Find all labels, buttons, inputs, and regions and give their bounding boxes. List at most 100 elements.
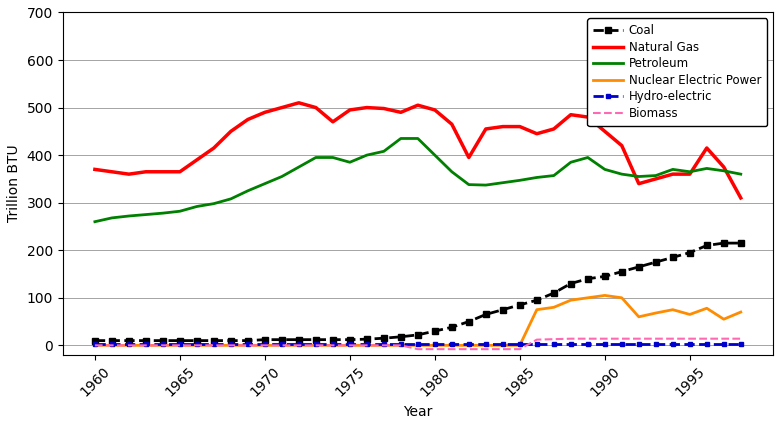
Coal (226, 338, 236, 343)
Coal (515, 302, 524, 308)
Biomass (651, 336, 661, 341)
Petroleum (277, 174, 286, 179)
Biomass (685, 336, 694, 341)
Nuclear Electric Power (651, 311, 661, 316)
Nuclear Electric Power (430, 343, 439, 348)
Biomass (430, 347, 439, 352)
Hydro-electric (464, 342, 473, 347)
Petroleum (158, 210, 168, 216)
Biomass (192, 343, 201, 348)
Natural Gas (261, 110, 270, 115)
Nuclear Electric Power (362, 343, 371, 348)
Nuclear Electric Power (346, 343, 355, 348)
Natural Gas (447, 122, 456, 127)
Hydro-electric (430, 342, 439, 347)
Biomass (464, 347, 473, 352)
Nuclear Electric Power (243, 343, 253, 348)
Natural Gas (464, 155, 473, 160)
Nuclear Electric Power (294, 343, 303, 348)
Line: Nuclear Electric Power: Nuclear Electric Power (95, 295, 741, 345)
Hydro-electric (141, 342, 151, 347)
Hydro-electric (532, 342, 541, 347)
Nuclear Electric Power (464, 343, 473, 348)
Nuclear Electric Power (583, 295, 593, 300)
Nuclear Electric Power (328, 343, 338, 348)
Biomass (396, 343, 406, 348)
Natural Gas (243, 117, 253, 122)
Line: Petroleum: Petroleum (95, 138, 741, 222)
Natural Gas (498, 124, 508, 129)
Coal (583, 276, 593, 281)
Coal (294, 337, 303, 342)
Nuclear Electric Power (226, 343, 236, 348)
Natural Gas (107, 169, 116, 174)
Coal (736, 241, 746, 246)
Petroleum (447, 169, 456, 174)
Coal (549, 291, 558, 296)
Petroleum (515, 178, 524, 183)
Petroleum (464, 182, 473, 187)
Hydro-electric (515, 342, 524, 347)
Natural Gas (515, 124, 524, 129)
Biomass (702, 336, 711, 341)
Petroleum (209, 201, 218, 206)
Coal (124, 338, 133, 343)
Biomass (668, 336, 678, 341)
Biomass (124, 343, 133, 348)
Hydro-electric (176, 342, 185, 347)
Biomass (90, 343, 100, 348)
Hydro-electric (90, 342, 100, 347)
Petroleum (328, 155, 338, 160)
Nuclear Electric Power (634, 314, 644, 320)
Biomass (719, 336, 729, 341)
Petroleum (413, 136, 423, 141)
Hydro-electric (396, 342, 406, 347)
Nuclear Electric Power (481, 343, 491, 348)
Biomass (413, 347, 423, 352)
Natural Gas (141, 169, 151, 174)
Coal (685, 250, 694, 255)
Nuclear Electric Power (141, 343, 151, 348)
Nuclear Electric Power (702, 306, 711, 311)
Hydro-electric (617, 342, 626, 347)
Nuclear Electric Power (176, 343, 185, 348)
Nuclear Electric Power (124, 343, 133, 348)
Petroleum (176, 209, 185, 214)
Coal (379, 336, 388, 341)
Hydro-electric (243, 342, 253, 347)
Petroleum (668, 167, 678, 172)
Natural Gas (430, 107, 439, 112)
Hydro-electric (362, 342, 371, 347)
Coal (430, 328, 439, 334)
Hydro-electric (668, 342, 678, 347)
Hydro-electric (192, 342, 201, 347)
Petroleum (226, 196, 236, 201)
Biomass (277, 343, 286, 348)
Coal (651, 259, 661, 265)
Coal (617, 269, 626, 274)
Legend: Coal, Natural Gas, Petroleum, Nuclear Electric Power, Hydro-electric, Biomass: Coal, Natural Gas, Petroleum, Nuclear El… (587, 18, 768, 126)
Hydro-electric (346, 342, 355, 347)
Petroleum (702, 166, 711, 171)
Petroleum (600, 167, 609, 172)
Biomass (481, 347, 491, 352)
Coal (634, 264, 644, 269)
Natural Gas (651, 176, 661, 181)
Nuclear Electric Power (498, 343, 508, 348)
Hydro-electric (600, 342, 609, 347)
Biomass (498, 347, 508, 352)
Nuclear Electric Power (736, 310, 746, 315)
Coal (362, 337, 371, 342)
Coal (192, 338, 201, 343)
Natural Gas (736, 196, 746, 201)
Hydro-electric (379, 342, 388, 347)
Coal (702, 243, 711, 248)
Hydro-electric (651, 342, 661, 347)
Biomass (362, 343, 371, 348)
Petroleum (481, 182, 491, 187)
Petroleum (719, 168, 729, 173)
Natural Gas (379, 106, 388, 111)
Petroleum (362, 153, 371, 158)
Natural Gas (124, 172, 133, 177)
Line: Biomass: Biomass (95, 339, 741, 349)
